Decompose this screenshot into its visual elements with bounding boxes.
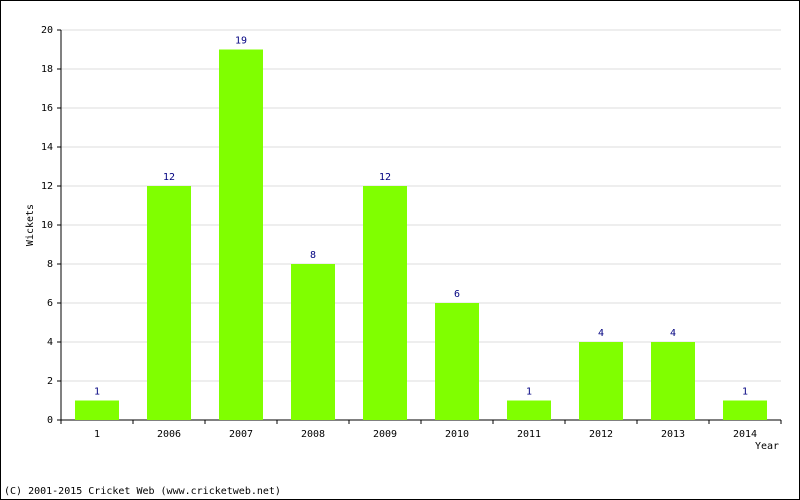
bar xyxy=(651,342,695,420)
y-tick-label: 8 xyxy=(47,259,53,270)
x-tick-label: 2014 xyxy=(733,429,757,440)
bar xyxy=(579,342,623,420)
value-label: 12 xyxy=(379,172,391,183)
value-label: 8 xyxy=(310,250,316,261)
y-tick-label: 0 xyxy=(47,415,53,426)
y-tick-label: 20 xyxy=(41,25,53,36)
y-tick-label: 10 xyxy=(41,220,53,231)
x-tick-label: 1 xyxy=(94,429,100,440)
x-tick-label: 2010 xyxy=(445,429,469,440)
y-tick-label: 12 xyxy=(41,181,53,192)
footer: (C) 2001-2015 Cricket Web (www.cricketwe… xyxy=(4,486,281,497)
value-label: 6 xyxy=(454,289,460,300)
value-label: 1 xyxy=(742,387,748,398)
bar xyxy=(75,400,119,420)
value-label: 4 xyxy=(670,328,676,339)
x-tick-label: 2008 xyxy=(301,429,325,440)
y-tick-label: 14 xyxy=(41,142,53,153)
bar xyxy=(435,303,479,420)
y-axis-label: Wickets xyxy=(25,204,36,246)
y-tick-label: 4 xyxy=(47,337,53,348)
x-axis-label: Year xyxy=(755,441,779,452)
bar xyxy=(723,400,767,420)
y-tick-label: 16 xyxy=(41,103,53,114)
y-tick-label: 6 xyxy=(47,298,53,309)
bar xyxy=(363,186,407,420)
bar xyxy=(219,49,263,420)
value-label: 19 xyxy=(235,36,247,47)
x-tick-label: 2013 xyxy=(661,429,685,440)
bar xyxy=(507,400,551,420)
value-label: 1 xyxy=(94,387,100,398)
x-tick-label: 2006 xyxy=(157,429,181,440)
y-tick-label: 18 xyxy=(41,64,53,75)
x-tick-label: 2011 xyxy=(517,429,541,440)
x-tick-label: 2009 xyxy=(373,429,397,440)
bar xyxy=(147,186,191,420)
y-tick-label: 2 xyxy=(47,376,53,387)
x-tick-label: 2007 xyxy=(229,429,253,440)
value-label: 4 xyxy=(598,328,604,339)
bar xyxy=(291,264,335,420)
value-label: 12 xyxy=(163,172,175,183)
x-tick-label: 2012 xyxy=(589,429,613,440)
value-label: 1 xyxy=(526,387,532,398)
